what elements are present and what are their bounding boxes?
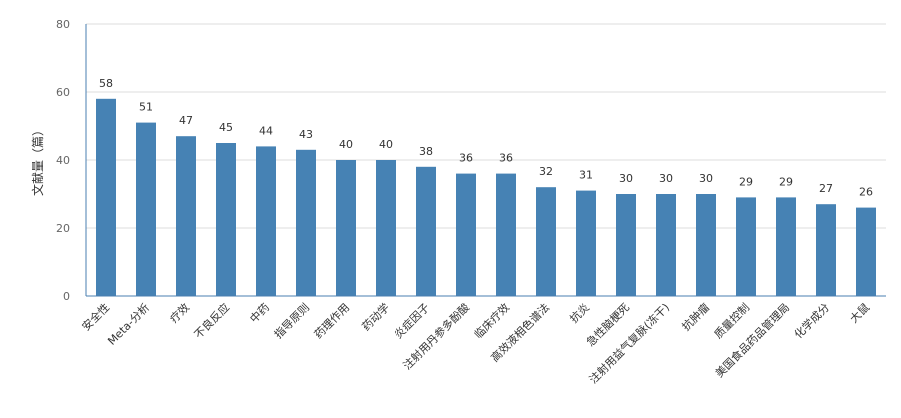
bar xyxy=(456,173,476,296)
data-label: 45 xyxy=(219,121,233,134)
data-label: 36 xyxy=(459,152,473,165)
data-label: 29 xyxy=(739,175,753,188)
bar xyxy=(776,197,796,296)
y-tick-label: 60 xyxy=(56,86,70,99)
bar xyxy=(496,173,516,296)
bar xyxy=(816,204,836,296)
x-category-label: 安全性 xyxy=(79,300,112,333)
x-category-label: 注射用益气复脉(冻干) xyxy=(586,300,672,386)
y-tick-label: 0 xyxy=(63,290,70,303)
data-label: 38 xyxy=(419,145,433,158)
bar xyxy=(536,187,556,296)
y-tick-label: 80 xyxy=(56,18,70,31)
x-category-label: 不良反应 xyxy=(191,300,232,341)
bar xyxy=(296,149,316,296)
bar xyxy=(176,136,196,296)
x-category-label: 疗效 xyxy=(167,300,192,325)
data-label: 29 xyxy=(779,175,793,188)
data-label: 27 xyxy=(819,182,833,195)
data-label: 40 xyxy=(379,138,393,151)
data-label: 51 xyxy=(139,101,153,114)
bar xyxy=(376,160,396,296)
x-category-label: 抗肿瘤 xyxy=(679,300,712,333)
x-category-label: 指导原则 xyxy=(271,300,312,341)
data-labels: 58 51 47 45 44 43 40 40 38 36 36 32 31 30 30 30 29 29 27 26 xyxy=(99,77,873,199)
bar xyxy=(736,197,756,296)
bar xyxy=(656,194,676,296)
data-label: 58 xyxy=(99,77,113,90)
x-category-label: 炎症因子 xyxy=(391,300,432,341)
bar xyxy=(336,160,356,296)
gridlines xyxy=(86,23,886,229)
data-label: 36 xyxy=(499,152,513,165)
x-category-label: 大鼠 xyxy=(847,300,872,325)
x-category-label: 美国食品药品管理局 xyxy=(712,300,792,380)
bar xyxy=(696,194,716,296)
data-label: 26 xyxy=(859,186,873,199)
bar xyxy=(616,194,636,296)
x-category-label: 药理作用 xyxy=(312,301,352,341)
data-label: 30 xyxy=(659,172,673,185)
y-axis-title: 文献量（篇） xyxy=(30,124,45,196)
data-label: 44 xyxy=(259,124,273,137)
x-category-label: Meta-分析 xyxy=(105,300,153,348)
y-axis-ticks: 0 20 40 60 80 xyxy=(56,18,70,303)
x-category-label: 药动学 xyxy=(359,300,392,333)
data-label: 32 xyxy=(539,165,553,178)
bar xyxy=(136,122,156,296)
bar xyxy=(856,207,876,296)
data-label: 31 xyxy=(579,169,593,182)
data-label: 47 xyxy=(179,114,193,127)
data-label: 43 xyxy=(299,128,313,141)
bar xyxy=(96,98,116,296)
y-tick-label: 20 xyxy=(56,222,70,235)
x-category-label: 注射用丹参多酚酸 xyxy=(400,300,472,372)
x-category-label: 临床疗效 xyxy=(471,300,512,341)
bars xyxy=(96,98,876,296)
data-label: 30 xyxy=(699,172,713,185)
bar xyxy=(216,143,236,296)
x-category-label: 抗炎 xyxy=(567,300,592,325)
bar xyxy=(416,166,436,296)
data-label: 40 xyxy=(339,138,353,151)
x-category-label: 质量控制 xyxy=(711,300,752,341)
x-category-label: 化学成分 xyxy=(791,300,832,341)
y-tick-label: 40 xyxy=(56,154,70,167)
bar xyxy=(256,146,276,296)
data-label: 30 xyxy=(619,172,633,185)
bar xyxy=(576,190,596,296)
x-category-label: 中药 xyxy=(247,301,272,326)
